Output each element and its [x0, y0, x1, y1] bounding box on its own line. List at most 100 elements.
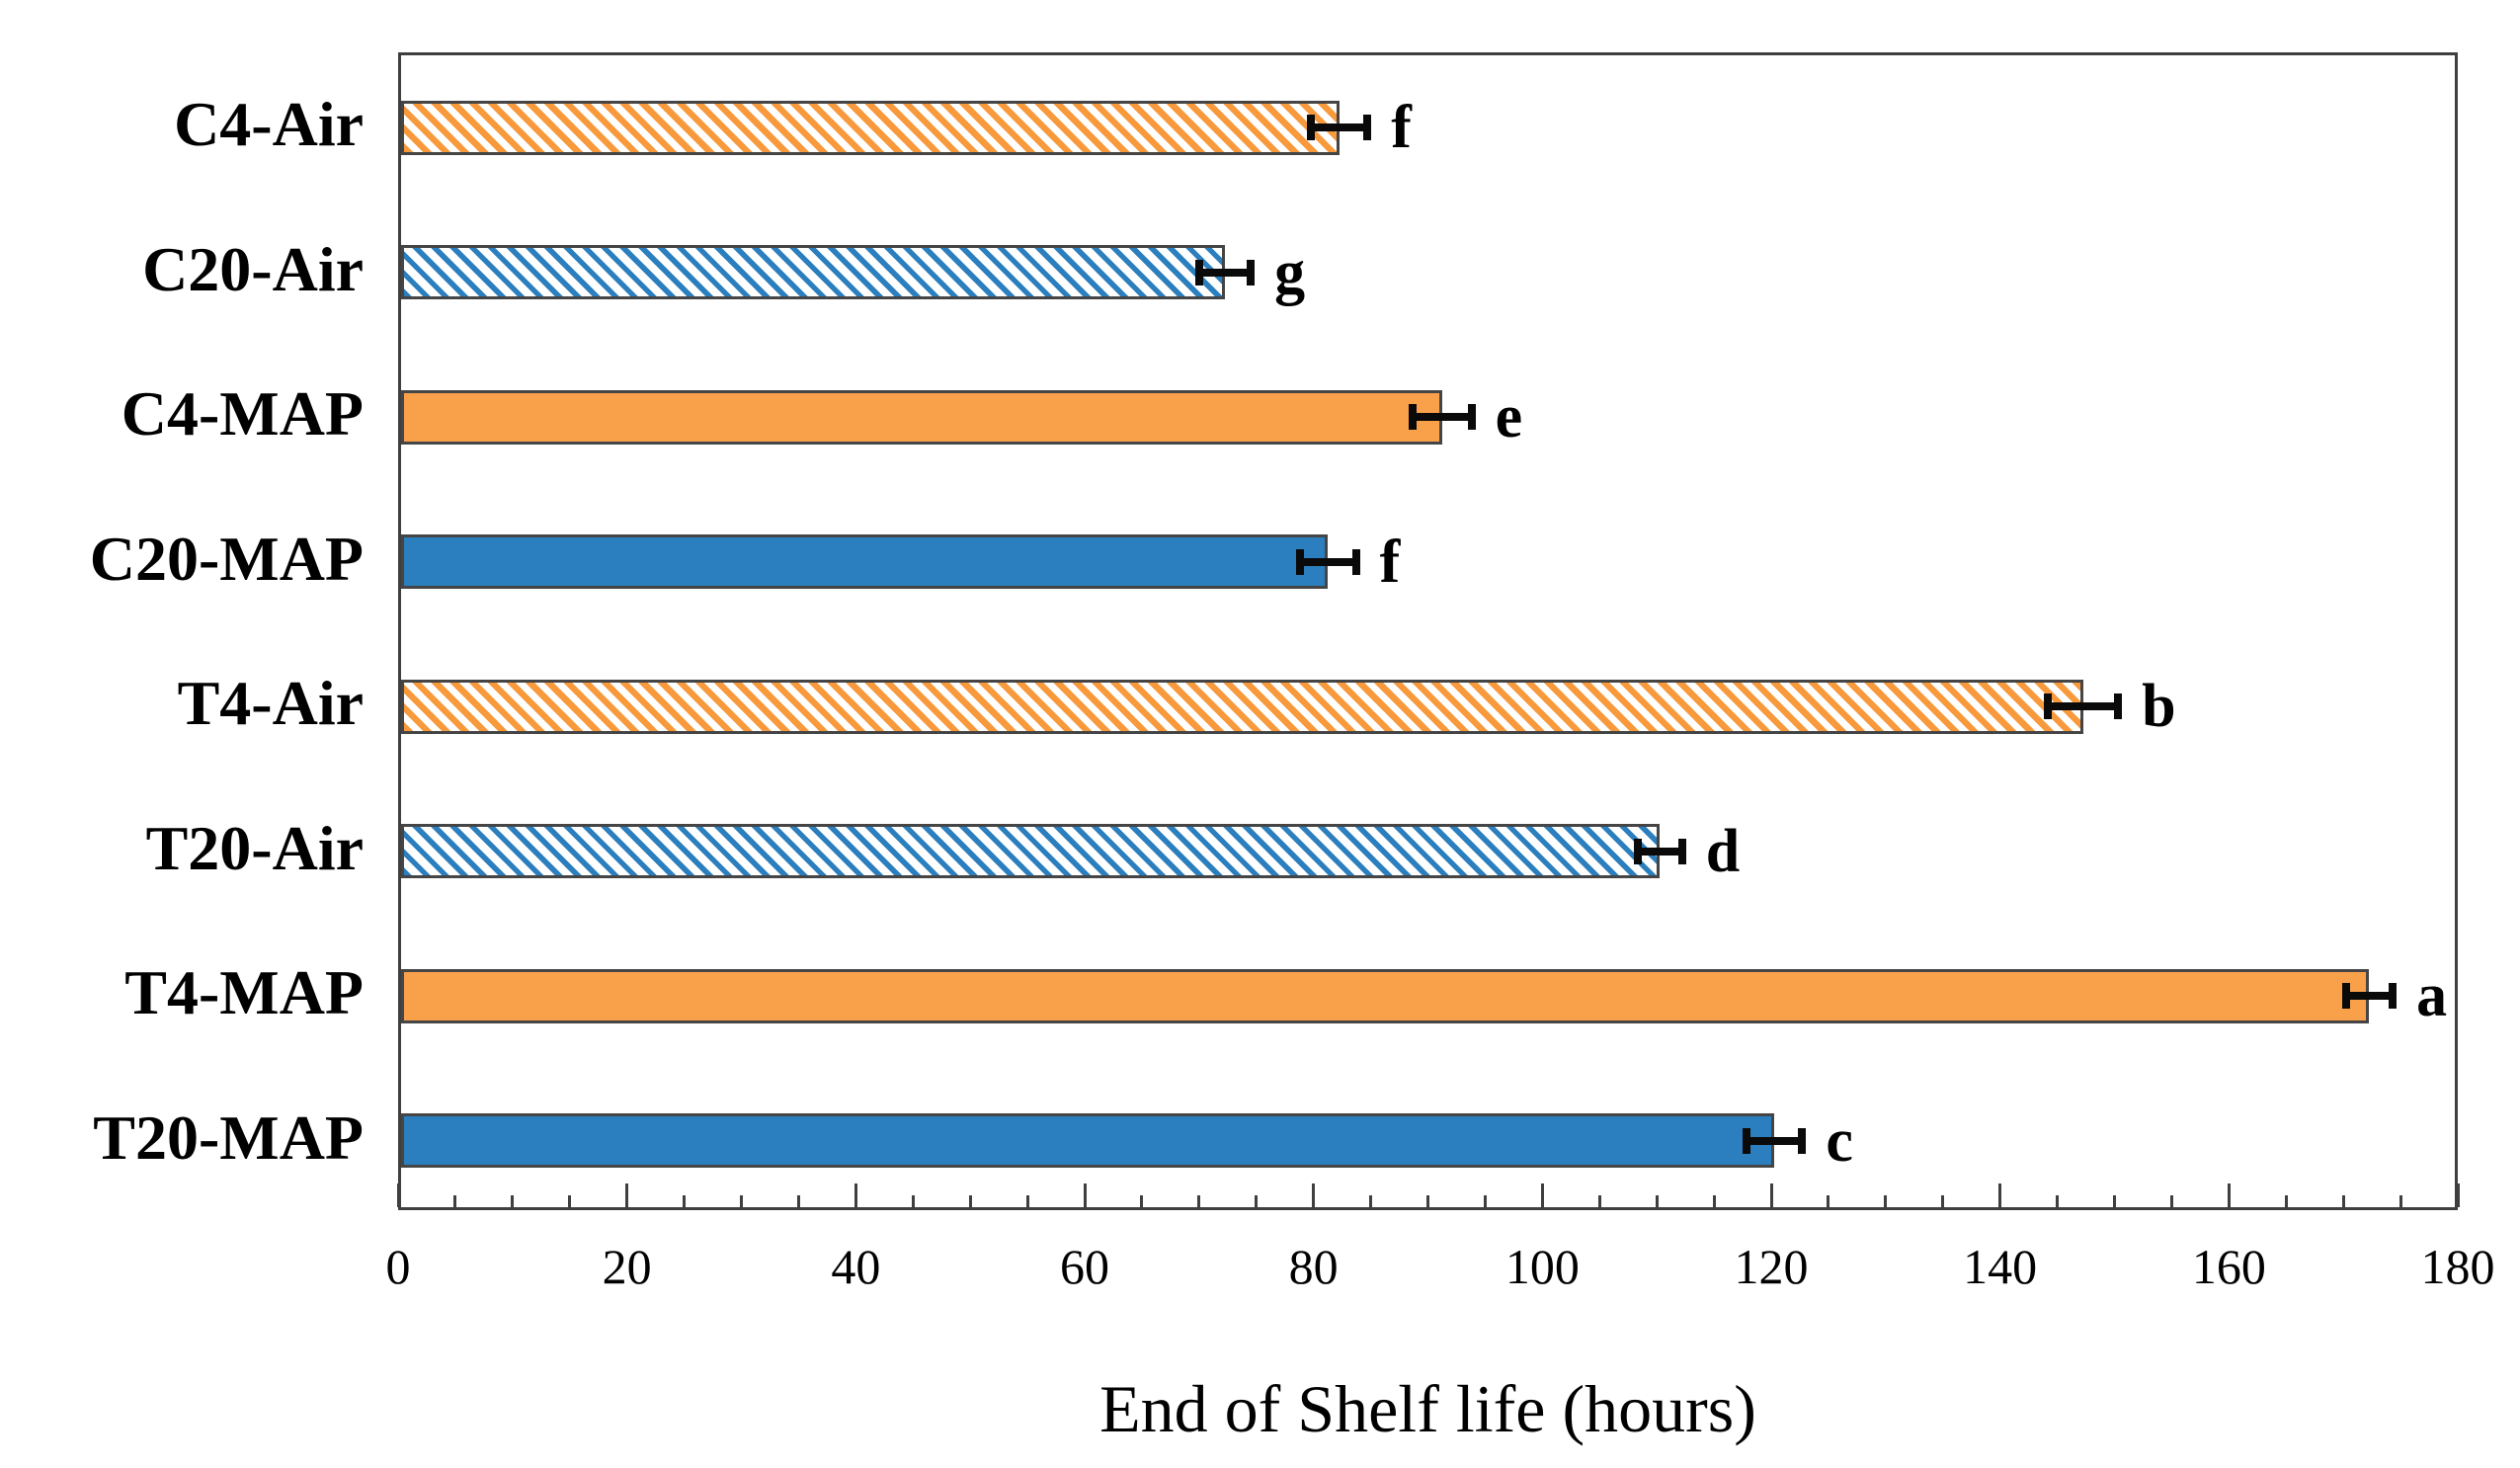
y-axis-label-t4-air: T4-Air	[177, 668, 364, 739]
x-axis-minor-tick	[511, 1195, 515, 1207]
x-axis-major-tick	[625, 1183, 629, 1207]
x-axis-minor-tick	[1827, 1195, 1830, 1207]
y-axis-label-t4-map: T4-MAP	[124, 957, 364, 1028]
error-bar-left-cap	[1633, 838, 1642, 864]
x-axis-major-tick	[1769, 1183, 1773, 1207]
bar-c4-map	[401, 389, 1443, 445]
error-bar-right-cap	[1467, 404, 1476, 431]
error-bar-t20-air	[1633, 838, 1686, 864]
error-bar-line	[1194, 268, 1256, 277]
error-bar-c4-map	[1409, 404, 1476, 431]
x-axis-tick-label: 140	[1963, 1239, 2038, 1294]
x-axis-tick-label: 0	[385, 1239, 411, 1294]
x-axis-minor-tick	[968, 1195, 972, 1207]
error-bar-right-cap	[2389, 983, 2398, 1010]
x-axis-minor-tick	[2113, 1195, 2116, 1207]
bar-t20-air	[401, 824, 1661, 879]
y-axis-label-t20-map: T20-MAP	[93, 1101, 364, 1173]
x-axis-minor-tick	[1483, 1195, 1487, 1207]
x-axis-major-tick	[2456, 1183, 2460, 1207]
error-bar-t4-air	[2044, 693, 2123, 720]
error-bar-t20-map	[1742, 1127, 1807, 1154]
bar-t4-air	[401, 679, 2083, 734]
significance-letter-c4-air: f	[1391, 94, 1412, 162]
error-bar-line	[1307, 123, 1372, 132]
x-axis-minor-tick	[1140, 1195, 1144, 1207]
significance-letter-t4-map: a	[2416, 962, 2448, 1030]
error-bar-c4-air	[1307, 115, 1372, 141]
error-bar-line	[1409, 413, 1476, 422]
x-axis-minor-tick	[2341, 1195, 2345, 1207]
x-axis-major-tick	[1540, 1183, 1544, 1207]
x-axis-tick-label: 20	[602, 1239, 652, 1294]
error-bar-left-cap	[2341, 983, 2350, 1010]
error-bar-right-cap	[1363, 115, 1372, 141]
x-axis-major-tick	[1083, 1183, 1087, 1207]
y-axis-label-t20-air: T20-Air	[145, 812, 364, 883]
error-bar-left-cap	[2044, 693, 2053, 720]
error-bar-left-cap	[1194, 259, 1203, 285]
y-axis-label-c20-map: C20-MAP	[89, 523, 364, 594]
y-axis-label-c4-map: C4-MAP	[121, 378, 364, 449]
error-bar-right-cap	[1798, 1127, 1807, 1154]
x-axis-minor-tick	[1369, 1195, 1373, 1207]
x-axis-minor-tick	[1025, 1195, 1029, 1207]
error-bar-line	[1742, 1136, 1807, 1145]
error-bar-c20-map	[1295, 548, 1360, 575]
x-axis-minor-tick	[683, 1195, 687, 1207]
x-axis-minor-tick	[2169, 1195, 2173, 1207]
x-axis-minor-tick	[2398, 1195, 2402, 1207]
error-bar-right-cap	[1247, 259, 1256, 285]
error-bar-left-cap	[1307, 115, 1316, 141]
x-axis-tick-label: 80	[1288, 1239, 1339, 1294]
error-bar-right-cap	[1351, 548, 1360, 575]
x-axis-tick-label: 180	[2420, 1239, 2495, 1294]
x-axis-tick-label: 40	[831, 1239, 881, 1294]
y-axis-label-c20-air: C20-Air	[142, 233, 364, 304]
x-axis-tick-label: 100	[1504, 1239, 1580, 1294]
x-axis-major-tick	[1998, 1183, 2002, 1207]
x-axis-major-tick	[396, 1183, 400, 1207]
x-axis-major-tick	[1312, 1183, 1316, 1207]
significance-letter-t20-air: d	[1705, 817, 1741, 885]
x-axis-minor-tick	[1655, 1195, 1659, 1207]
plot-area: f g e f b d a c	[398, 52, 2458, 1210]
bar-c20-air	[401, 245, 1225, 300]
significance-letter-t4-air: b	[2142, 673, 2176, 741]
significance-letter-c4-map: e	[1495, 383, 1523, 451]
error-bar-left-cap	[1295, 548, 1304, 575]
x-axis-minor-tick	[796, 1195, 800, 1207]
significance-letter-c20-air: g	[1274, 238, 1306, 306]
x-axis-major-tick	[2227, 1183, 2231, 1207]
error-bar-left-cap	[1409, 404, 1418, 431]
error-bar-right-cap	[2114, 693, 2123, 720]
error-bar-line	[2044, 702, 2123, 711]
x-axis-minor-tick	[453, 1195, 457, 1207]
x-axis-minor-tick	[1597, 1195, 1601, 1207]
x-axis-minor-tick	[740, 1195, 743, 1207]
error-bar-left-cap	[1742, 1127, 1750, 1154]
x-axis-minor-tick	[1197, 1195, 1201, 1207]
x-axis-minor-tick	[1884, 1195, 1888, 1207]
x-axis-major-tick	[854, 1183, 857, 1207]
bar-t20-map	[401, 1113, 1774, 1169]
error-bar-line	[2341, 992, 2398, 1001]
y-axis-label-c4-air: C4-Air	[174, 89, 364, 160]
x-axis-minor-tick	[1941, 1195, 1945, 1207]
x-axis-tick-label: 120	[1734, 1239, 1809, 1294]
significance-letter-t20-map: c	[1826, 1106, 1853, 1175]
x-axis-minor-tick	[1426, 1195, 1429, 1207]
x-axis-minor-tick	[911, 1195, 915, 1207]
significance-letter-c20-map: f	[1379, 528, 1401, 596]
bar-c4-air	[401, 100, 1340, 155]
x-axis-tick-label: 60	[1060, 1239, 1109, 1294]
error-bar-c20-air	[1194, 259, 1256, 285]
x-axis-minor-tick	[568, 1195, 572, 1207]
error-bar-right-cap	[1677, 838, 1686, 864]
error-bar-t4-map	[2341, 983, 2398, 1010]
x-axis-minor-tick	[1255, 1195, 1259, 1207]
x-axis-title: End of Shelf life (hours)	[1099, 1371, 1756, 1446]
x-axis-minor-tick	[2056, 1195, 2060, 1207]
x-axis-tick-label: 160	[2191, 1239, 2266, 1294]
error-bar-line	[1633, 847, 1686, 856]
